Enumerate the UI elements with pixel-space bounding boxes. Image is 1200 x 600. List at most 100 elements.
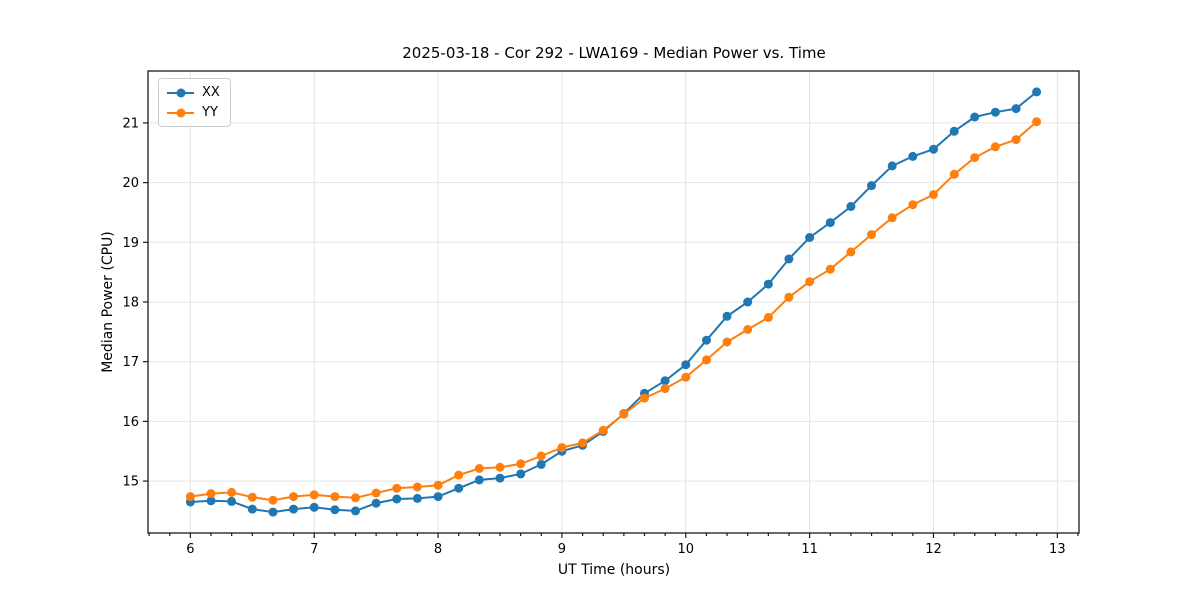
data-point bbox=[867, 230, 876, 240]
data-point bbox=[536, 459, 546, 469]
data-point bbox=[887, 161, 897, 171]
data-point bbox=[722, 337, 732, 347]
data-point bbox=[1011, 135, 1021, 145]
legend-label-yy: YY bbox=[202, 105, 218, 120]
data-point bbox=[227, 487, 237, 497]
x-tick-label: 8 bbox=[434, 542, 442, 557]
data-point bbox=[743, 325, 753, 334]
data-point bbox=[516, 459, 526, 469]
gridlines bbox=[148, 71, 1079, 533]
data-point bbox=[598, 425, 608, 435]
data-point bbox=[392, 494, 402, 504]
y-tick-label: 16 bbox=[122, 415, 139, 430]
data-point bbox=[309, 502, 319, 512]
data-point bbox=[412, 482, 422, 492]
data-point bbox=[825, 218, 835, 228]
data-point bbox=[867, 181, 876, 191]
data-point bbox=[681, 372, 691, 382]
data-point bbox=[351, 506, 360, 516]
data-point bbox=[412, 493, 422, 503]
data-point bbox=[949, 169, 959, 179]
data-point bbox=[495, 462, 505, 472]
data-point bbox=[536, 451, 546, 461]
data-point bbox=[640, 393, 649, 403]
y-tick-label: 17 bbox=[122, 355, 139, 370]
data-point bbox=[330, 492, 340, 502]
data-point bbox=[351, 493, 360, 503]
data-point bbox=[371, 488, 381, 498]
data-point bbox=[454, 470, 464, 480]
data-point bbox=[784, 254, 794, 264]
data-point bbox=[722, 311, 732, 321]
data-point bbox=[206, 489, 216, 499]
x-tick-label: 7 bbox=[310, 542, 318, 557]
data-point bbox=[371, 498, 381, 508]
y-axis-label: Median Power (CPU) bbox=[100, 231, 116, 373]
data-point bbox=[474, 475, 484, 485]
data-point bbox=[908, 151, 918, 161]
data-point bbox=[289, 504, 298, 514]
data-point bbox=[268, 495, 278, 505]
legend: XX YY bbox=[158, 78, 231, 127]
data-point bbox=[206, 496, 216, 506]
data-point bbox=[474, 464, 484, 473]
legend-entry-yy: YY bbox=[167, 104, 220, 121]
data-point bbox=[846, 202, 856, 211]
data-point bbox=[929, 144, 938, 154]
x-tick-label: 11 bbox=[801, 542, 818, 557]
data-point bbox=[247, 504, 257, 514]
chart-title: 2025-03-18 - Cor 292 - LWA169 - Median P… bbox=[402, 44, 826, 62]
x-axis-label: UT Time (hours) bbox=[557, 562, 671, 578]
y-tick-label: 19 bbox=[122, 236, 139, 251]
data-point bbox=[805, 233, 815, 242]
axes-spines bbox=[147, 70, 1080, 534]
data-point bbox=[702, 335, 711, 345]
data-point bbox=[784, 292, 794, 302]
legend-marker-icon bbox=[176, 88, 185, 97]
data-point bbox=[702, 355, 711, 365]
data-point bbox=[949, 126, 959, 136]
y-tick-label: 21 bbox=[122, 116, 139, 131]
data-point bbox=[1011, 104, 1021, 114]
legend-line-icon bbox=[167, 108, 194, 117]
data-point bbox=[970, 112, 980, 122]
x-tick-label: 6 bbox=[186, 542, 194, 557]
data-point bbox=[1032, 87, 1042, 97]
data-point bbox=[619, 409, 629, 419]
data-point bbox=[970, 153, 980, 163]
legend-label-xx: XX bbox=[202, 85, 220, 100]
tick-labels: 6 7 8 9 10 11 12 13 15 16 17 18 19 20 21 bbox=[122, 116, 1065, 557]
data-point bbox=[846, 247, 856, 257]
data-point bbox=[392, 483, 402, 493]
data-point bbox=[433, 492, 443, 502]
data-point bbox=[660, 376, 670, 386]
data-point bbox=[908, 200, 918, 210]
data-point bbox=[929, 190, 938, 200]
x-tick-label: 10 bbox=[677, 542, 694, 557]
legend-entry-xx: XX bbox=[167, 84, 220, 101]
data-point bbox=[227, 496, 237, 506]
data-point bbox=[681, 360, 691, 370]
y-tick-label: 15 bbox=[122, 475, 139, 490]
data-point bbox=[660, 384, 670, 394]
series-line bbox=[190, 120, 1038, 502]
data-point bbox=[309, 490, 319, 500]
x-tick-label: 12 bbox=[925, 542, 942, 557]
data-point bbox=[743, 297, 753, 307]
data-point bbox=[578, 438, 588, 448]
y-tick-label: 20 bbox=[122, 176, 139, 191]
data-point bbox=[805, 277, 815, 287]
data-point bbox=[763, 313, 773, 322]
data-point bbox=[990, 142, 1000, 152]
data-point bbox=[763, 279, 773, 289]
data-point bbox=[289, 492, 298, 502]
x-tick-label: 9 bbox=[558, 542, 566, 557]
data-point bbox=[887, 213, 897, 223]
y-tick-label: 18 bbox=[122, 296, 139, 311]
legend-marker-icon bbox=[176, 108, 185, 117]
data-point bbox=[557, 443, 567, 453]
data-point bbox=[433, 480, 443, 490]
data-point bbox=[516, 469, 526, 479]
